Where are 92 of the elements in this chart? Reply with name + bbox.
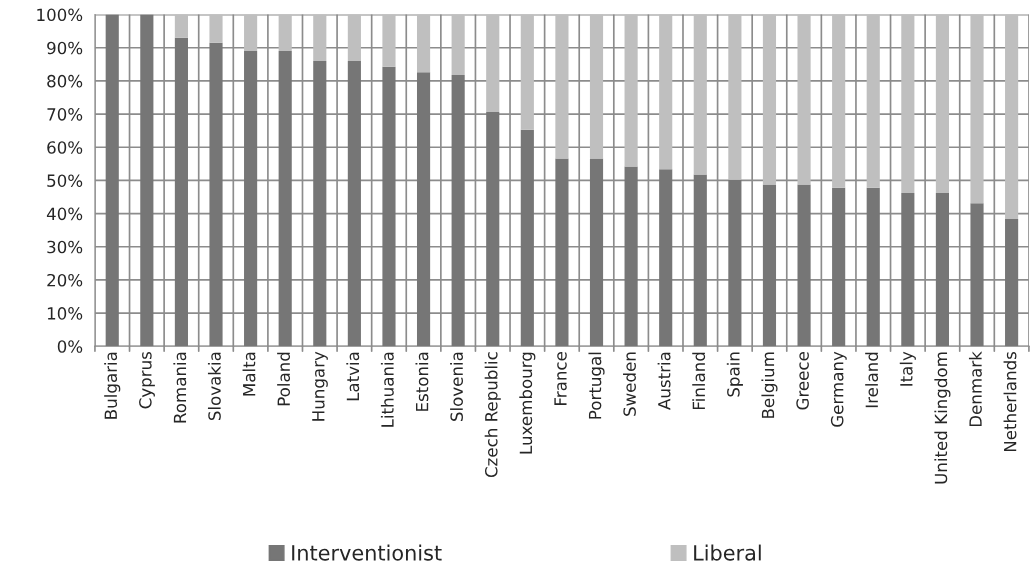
bar bbox=[1005, 218, 1019, 347]
bar bbox=[416, 72, 431, 347]
bar bbox=[244, 51, 258, 347]
x-tick-label: Slovakia bbox=[207, 352, 221, 421]
bar bbox=[589, 14, 604, 159]
bar bbox=[313, 14, 327, 61]
bar bbox=[970, 203, 984, 347]
bar bbox=[832, 187, 846, 347]
bar bbox=[832, 14, 846, 188]
x-tick-label: Portugal bbox=[588, 352, 605, 419]
x-tick-label: Luxembourg bbox=[519, 352, 536, 454]
x-tick-label: Finland bbox=[692, 352, 706, 410]
bar bbox=[624, 14, 638, 167]
y-tick-label: 20% bbox=[47, 273, 83, 287]
y-tick-label: 40% bbox=[46, 207, 83, 221]
bar bbox=[244, 14, 258, 52]
bar bbox=[451, 14, 465, 75]
bar bbox=[762, 14, 777, 185]
bar bbox=[313, 60, 327, 347]
bar bbox=[693, 174, 707, 347]
bar bbox=[970, 14, 984, 204]
x-tick-label: Denmark bbox=[968, 351, 982, 427]
y-tick-label: 10% bbox=[47, 307, 83, 320]
bar bbox=[693, 14, 707, 175]
x-tick-label: Spain bbox=[726, 352, 743, 397]
x-tick-label: United Kingdom bbox=[934, 352, 951, 484]
x-tick-label: Latvia bbox=[346, 352, 360, 401]
x-tick-label: Hungary bbox=[312, 351, 328, 421]
bar bbox=[209, 14, 223, 43]
x-tick-label: Netherlands bbox=[1003, 351, 1017, 452]
legend-label: Interventionist bbox=[292, 544, 442, 561]
bar bbox=[486, 112, 500, 347]
x-tick-label: Greece bbox=[796, 352, 809, 410]
bar bbox=[728, 14, 742, 180]
bar bbox=[1005, 14, 1019, 219]
bar bbox=[935, 193, 949, 347]
x-tick-label: Malta bbox=[242, 352, 256, 396]
x-tick-label: Estonia bbox=[415, 352, 429, 411]
bar bbox=[209, 42, 223, 347]
bar bbox=[105, 14, 119, 347]
bar bbox=[555, 158, 569, 347]
bar bbox=[555, 14, 569, 159]
bar bbox=[278, 14, 292, 52]
y-tick-label: 50% bbox=[47, 174, 83, 187]
bar bbox=[174, 37, 188, 347]
bar bbox=[624, 166, 638, 347]
y-tick-label: 30% bbox=[47, 240, 83, 254]
y-tick-label: 0% bbox=[57, 340, 83, 353]
bar bbox=[659, 169, 673, 347]
x-tick-label: France bbox=[554, 352, 567, 405]
y-tick-label: 100% bbox=[37, 8, 83, 22]
bar bbox=[659, 14, 673, 170]
x-tick-label: Belgium bbox=[761, 352, 778, 418]
x-tick-label: Germany bbox=[830, 351, 847, 427]
bar bbox=[797, 184, 811, 347]
bar bbox=[486, 14, 500, 113]
bar bbox=[382, 66, 396, 347]
bar bbox=[174, 14, 188, 38]
x-tick-label: Lithuania bbox=[380, 352, 394, 427]
x-tick-label: Austria bbox=[657, 352, 671, 410]
legend-label: Liberal bbox=[694, 544, 761, 561]
bar bbox=[416, 14, 431, 73]
bar bbox=[382, 14, 396, 67]
bar bbox=[797, 14, 811, 185]
bar bbox=[866, 14, 880, 188]
x-tick-label: Romania bbox=[173, 352, 187, 423]
bar bbox=[728, 179, 742, 347]
bar bbox=[762, 184, 777, 347]
bar bbox=[451, 74, 465, 347]
bar bbox=[278, 51, 292, 347]
bar bbox=[866, 187, 880, 347]
bar bbox=[901, 193, 915, 347]
bar bbox=[140, 14, 154, 347]
x-tick-label: Czech Republic bbox=[484, 352, 501, 478]
x-tick-label: Italy bbox=[899, 351, 916, 386]
x-tick-label: Cyprus bbox=[139, 351, 155, 409]
y-tick-label: 80% bbox=[47, 74, 83, 88]
x-tick-label: Slovenia bbox=[450, 352, 463, 421]
x-tick-label: Ireland bbox=[865, 352, 879, 408]
bar bbox=[935, 14, 949, 194]
bar bbox=[901, 14, 915, 194]
bar bbox=[520, 14, 534, 130]
bar bbox=[520, 129, 534, 347]
y-tick-label: 90% bbox=[47, 41, 83, 55]
x-tick-label: Poland bbox=[277, 352, 291, 406]
x-tick-label: Sweden bbox=[623, 352, 636, 416]
bar bbox=[347, 60, 361, 347]
x-tick-label: Bulgaria bbox=[104, 352, 121, 419]
y-tick-label: 70% bbox=[47, 108, 83, 121]
bar bbox=[347, 14, 361, 61]
y-tick-label: 60% bbox=[47, 141, 83, 154]
bar bbox=[589, 158, 604, 347]
